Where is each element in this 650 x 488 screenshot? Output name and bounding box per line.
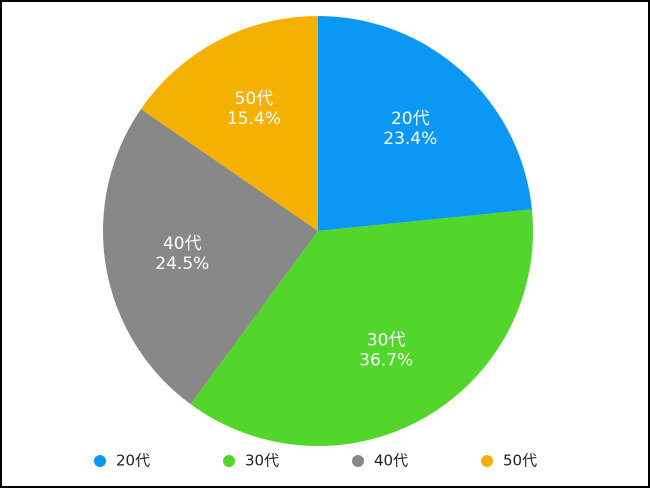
pie-slice — [318, 16, 532, 231]
legend-label: 30代 — [245, 452, 279, 470]
slice-category: 50代 — [235, 89, 274, 109]
slice-value: 36.7% — [359, 351, 413, 371]
slice-value: 23.4% — [383, 129, 437, 149]
legend-marker — [223, 455, 235, 467]
slice-category: 30代 — [367, 331, 406, 351]
legend-label: 20代 — [116, 452, 150, 470]
slice-value: 24.5% — [155, 254, 209, 274]
legend-marker — [352, 455, 364, 467]
legend-label: 40代 — [374, 452, 408, 470]
pie-slice — [190, 209, 534, 447]
legend-label: 50代 — [503, 452, 537, 470]
slice-value: 15.4% — [227, 109, 281, 129]
legend-marker — [481, 455, 493, 467]
slice-category: 40代 — [163, 234, 202, 254]
legend-marker — [94, 455, 106, 467]
pie-slice — [140, 16, 318, 231]
pie-slice — [102, 109, 318, 405]
slice-category: 20代 — [391, 109, 430, 129]
